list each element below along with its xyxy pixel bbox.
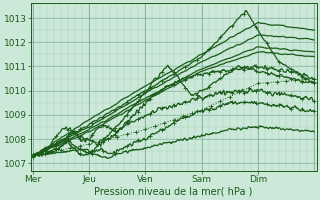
X-axis label: Pression niveau de la mer( hPa ): Pression niveau de la mer( hPa ) <box>94 187 253 197</box>
